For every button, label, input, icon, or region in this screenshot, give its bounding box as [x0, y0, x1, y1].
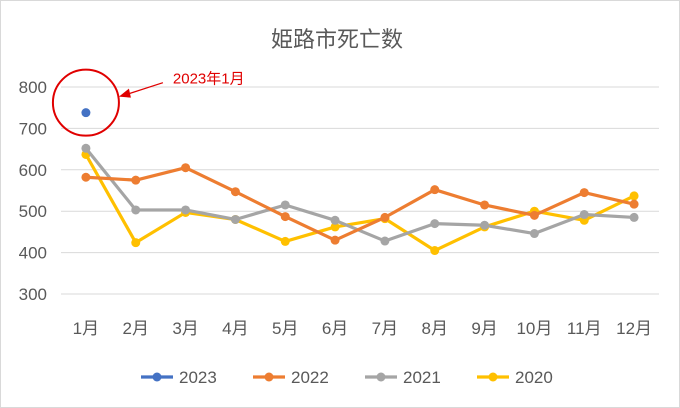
data-point-2020 — [629, 191, 639, 201]
legend-item-2021: 2021 — [365, 368, 441, 387]
data-point-2022 — [480, 200, 490, 210]
series-2021 — [81, 143, 639, 246]
y-tick-label: 600 — [19, 161, 47, 180]
annotation-arrow-line — [125, 82, 164, 96]
chart-title: 姫路市死亡数 — [271, 27, 403, 52]
y-tick-label: 300 — [19, 285, 47, 304]
y-tick-label: 400 — [19, 244, 47, 263]
annotation-label: 2023年1月 — [173, 71, 245, 88]
data-point-2020 — [131, 238, 141, 248]
legend-item-2020: 2020 — [477, 368, 553, 387]
data-point-2021 — [380, 236, 390, 246]
data-point-2022 — [181, 163, 191, 173]
gridlines — [61, 86, 659, 295]
legend-swatch-marker — [376, 372, 386, 382]
x-axis-ticks: 1月 2月 3月 4月 5月 6月 7月 8月 9月 10月 11月 12月 — [73, 319, 652, 338]
x-tick-label: 8月 — [422, 319, 448, 338]
series-line-2022 — [85, 166, 635, 242]
legend-swatch-marker — [152, 372, 162, 382]
x-tick-label: 4月 — [222, 319, 248, 338]
x-tick-label: 2月 — [123, 319, 149, 338]
data-point-2022 — [81, 172, 91, 182]
data-point-2020 — [280, 236, 290, 246]
legend-label: 2022 — [291, 368, 329, 387]
legend-item-2023: 2023 — [141, 368, 217, 387]
series-2020 — [81, 149, 639, 256]
data-point-2022 — [430, 185, 440, 195]
data-point-2021 — [629, 212, 639, 222]
data-point-2021 — [181, 205, 191, 215]
series-line-2020 — [84, 153, 635, 253]
legend-label: 2023 — [179, 368, 217, 387]
data-point-2022 — [529, 210, 539, 220]
data-point-2022 — [280, 212, 290, 222]
legend-label: 2020 — [515, 368, 553, 387]
x-tick-label: 1月 — [73, 319, 99, 338]
data-point-2022 — [579, 188, 589, 198]
series-2023 — [81, 108, 91, 118]
series-group — [81, 108, 639, 256]
y-tick-label: 500 — [19, 202, 47, 221]
data-point-2021 — [529, 229, 539, 239]
x-tick-label: 12月 — [616, 319, 652, 338]
legend-item-2022: 2022 — [253, 368, 329, 387]
y-tick-label: 800 — [19, 78, 47, 97]
data-point-2021 — [280, 200, 290, 210]
data-point-2022 — [230, 187, 240, 197]
x-tick-label: 11月 — [567, 319, 602, 338]
x-tick-label: 5月 — [272, 319, 298, 338]
data-point-2022 — [380, 212, 390, 222]
data-point-2023 — [81, 108, 91, 118]
data-point-2022 — [629, 199, 639, 209]
legend-label: 2021 — [403, 368, 441, 387]
x-tick-label: 10月 — [516, 319, 552, 338]
x-tick-label: 7月 — [372, 319, 398, 338]
data-point-2021 — [480, 220, 490, 230]
legend-swatch-marker — [488, 372, 498, 382]
data-point-2022 — [131, 175, 141, 185]
annotation-circle — [51, 68, 120, 137]
data-point-2022 — [330, 235, 340, 245]
data-point-2021 — [579, 210, 589, 220]
data-point-2020 — [430, 246, 440, 256]
data-point-2021 — [430, 219, 440, 229]
legend-swatch-marker — [264, 372, 274, 382]
y-tick-label: 700 — [19, 119, 47, 138]
data-point-2021 — [330, 215, 340, 225]
annotation-arrow-head — [118, 88, 131, 98]
x-tick-label: 6月 — [322, 319, 348, 338]
data-point-2021 — [131, 205, 141, 215]
series-2022 — [81, 163, 639, 245]
x-tick-label: 3月 — [172, 319, 198, 338]
series-line-2021 — [84, 147, 635, 243]
data-point-2021 — [81, 143, 91, 153]
data-point-2021 — [230, 214, 240, 224]
legend: 2023 2022 2021 2020 — [141, 368, 553, 387]
data-point-2020 — [330, 222, 340, 232]
x-tick-label: 9月 — [471, 319, 497, 338]
y-axis-ticks: 300 400 500 600 700 800 — [19, 78, 47, 304]
annotation-group: 2023年1月 — [51, 68, 245, 137]
